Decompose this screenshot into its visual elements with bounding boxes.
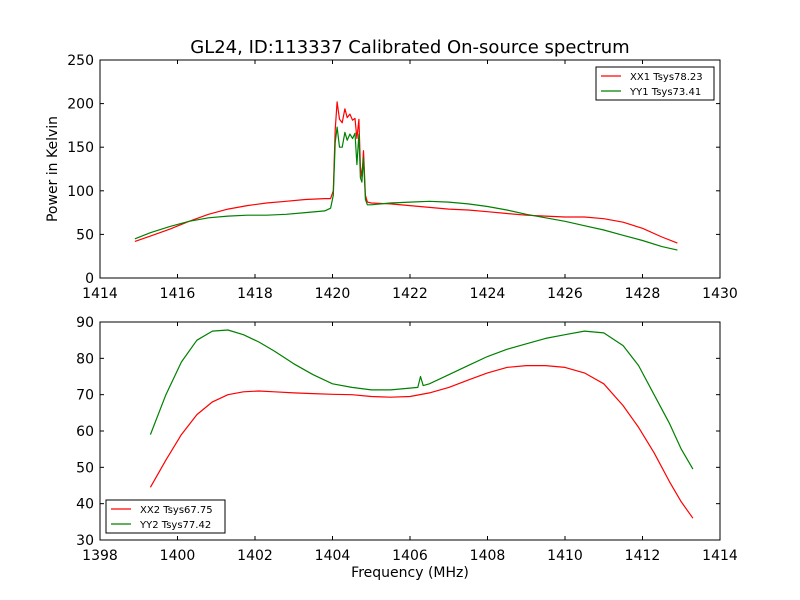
x-axis-label: Frequency (MHz) [351,565,469,581]
x-tick-label: 1418 [237,286,273,302]
y-tick-label: 150 [67,140,94,156]
legend-box [595,66,715,101]
x-tick-label: 1410 [547,548,583,564]
legend-label: YY2 Tsys77.42 [139,520,211,531]
x-tick-label: 1400 [160,548,196,564]
y-tick-label: 100 [67,184,94,200]
legend-label: XX1 Tsys78.23 [630,72,703,83]
series-line-yy [134,126,678,251]
x-tick-label: 1406 [392,548,428,564]
y-tick-label: 40 [76,497,94,513]
y-tick-label: 50 [76,460,94,476]
x-tick-label: 1412 [625,548,661,564]
x-tick-label: 1428 [625,286,661,302]
y-tick-label: 50 [76,227,94,243]
y-tick-label: 250 [67,53,94,69]
legend-label: XX2 Tsys67.75 [140,505,213,516]
chart-title: GL24, ID:113337 Calibrated On-source spe… [190,37,629,58]
x-tick-label: 1422 [392,286,428,302]
legend-label: YY1 Tsys73.41 [629,87,701,98]
legend: XX2 Tsys67.75 YY2 Tsys77.42 [105,499,226,534]
y-tick-label: 60 [76,424,94,440]
x-tick-label: 1430 [702,286,738,302]
y-axis-label: Power in Kelvin [45,116,61,222]
panel-bottom: 1398 1400 1402 1404 1406 1408 1410 1412 1414 30 40… [76,315,738,581]
x-tick-label: 1420 [315,286,351,302]
x-tick-label: 1414 [702,548,738,564]
y-tick-label: 200 [67,97,94,113]
x-tick-label: 1424 [470,286,506,302]
x-tick-label: 1414 [82,286,118,302]
legend-box [105,499,226,534]
y-tick-label: 0 [85,271,94,287]
y-tick-label: 30 [76,533,94,549]
series-group [149,329,694,519]
x-tick-label: 1398 [82,548,118,564]
y-tick-label: 80 [76,351,94,367]
series-line-yy [149,329,694,470]
x-tick-label: 1426 [547,286,583,302]
series-group [134,101,678,251]
series-line-xx [149,365,694,519]
y-tick-label: 90 [76,315,94,331]
y-tick-label: 70 [76,388,94,404]
legend: XX1 Tsys78.23 YY1 Tsys73.41 [595,66,715,101]
x-tick-label: 1402 [237,548,273,564]
x-tick-label: 1416 [160,286,196,302]
x-tick-label: 1408 [470,548,506,564]
panel-top: 1414 1416 1418 1420 1422 1424 1426 1428 1430 0 50 1… [45,53,738,302]
x-tick-label: 1404 [315,548,351,564]
